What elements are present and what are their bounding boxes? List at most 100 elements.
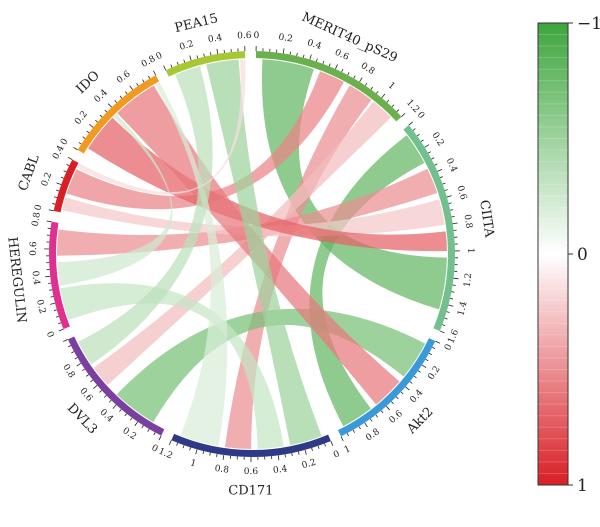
sector-5-tick-8 <box>45 275 51 278</box>
sector-3-tick-0 <box>330 440 334 446</box>
sector-1-tick-1 <box>412 128 416 131</box>
sector-6-tick-label-1: 0.2 <box>40 171 54 188</box>
sector-2-tick-label-1: 0.2 <box>426 364 442 381</box>
sector-0-tick-13 <box>341 69 344 73</box>
sector-4-tick-18 <box>71 351 75 354</box>
sector-1-tick-3 <box>420 139 424 142</box>
sector-2-tick-12 <box>386 405 390 411</box>
sector-0-tick-label-4: 0.8 <box>359 61 377 77</box>
sector-2-tick-label-3: 0.6 <box>388 409 406 426</box>
sector-5-tick-2 <box>55 315 59 318</box>
sector-label-4: DVL3 <box>64 401 100 438</box>
colorbar-rect <box>537 22 569 486</box>
sector-1-tick-29 <box>446 311 450 313</box>
sector-8-tick-label-0: 0 <box>155 51 165 63</box>
sector-0-tick-20 <box>381 93 386 99</box>
sector-7-tick-6 <box>99 114 103 118</box>
sector-7-tick-label-0: 0 <box>59 137 71 147</box>
chord-link-6 <box>62 197 445 237</box>
sector-8-tick-3 <box>183 59 186 63</box>
sector-3-tick-20 <box>195 449 198 455</box>
sector-8-tick-1 <box>170 64 173 68</box>
sector-4-tick-1 <box>153 432 156 436</box>
sector-5-tick-label-0: 0 <box>44 330 56 339</box>
sector-6-tick-6 <box>63 170 67 173</box>
sector-7-tick-11 <box>125 91 128 95</box>
sector-1-tick-4 <box>424 144 430 148</box>
sector-6-tick-4 <box>56 182 62 185</box>
sector-1-tick-8 <box>437 169 443 172</box>
sector-2-tick-6 <box>413 375 417 379</box>
sector-0-tick-label-3: 0.6 <box>333 48 350 63</box>
sector-0-tick-label-2: 0.4 <box>306 38 323 52</box>
sector-0-tick-22 <box>391 104 395 108</box>
sector-4-tick-10 <box>103 395 107 398</box>
sector-1-tick-label-0: 0 <box>415 110 427 121</box>
sector-1-tick-27 <box>449 298 454 300</box>
sector-7-tick-label-1: 0.2 <box>73 109 90 126</box>
sector-4-tick-label-2: 0.4 <box>97 408 115 425</box>
chord-link-11 <box>60 283 284 449</box>
sector-7-tick-label-3: 0.6 <box>115 69 133 86</box>
sector-8-tick-label-1: 0.2 <box>178 39 195 53</box>
sector-4-tick-label-1: 0.2 <box>120 426 137 442</box>
sector-6-tick-0 <box>48 209 54 212</box>
sector-3-tick-label-5: 1 <box>189 458 197 469</box>
sector-0-tick-label-0: 0 <box>253 31 259 41</box>
sector-3-tick-24 <box>168 440 172 446</box>
sector-1-tick-32 <box>439 330 445 334</box>
sector-2-tick-label-4: 0.8 <box>364 427 382 443</box>
sector-2-tick-19 <box>346 433 349 437</box>
sector-1-tick-label-2: 0.4 <box>444 157 459 174</box>
sector-5-tick-6 <box>49 289 53 291</box>
sector-8-tick-4 <box>189 55 192 61</box>
sector-2-tick-label-0: 0 <box>443 343 455 353</box>
sector-5-tick-4 <box>50 302 56 305</box>
sector-2-tick-13 <box>380 410 384 414</box>
sector-6-tick-5 <box>60 176 64 179</box>
sector-5-tick-0 <box>58 328 64 332</box>
chord-link-0 <box>261 59 447 310</box>
sector-8-tick-6 <box>203 53 205 57</box>
sector-3-tick-19 <box>202 451 205 455</box>
sector-2-tick-15 <box>370 418 373 422</box>
sector-6-tick-8 <box>67 156 73 160</box>
sector-7-tick-12 <box>129 85 133 91</box>
sector-6-tick-1 <box>52 203 56 205</box>
sector-3-tick-6 <box>291 452 293 457</box>
sector-2-tick-9 <box>400 391 404 395</box>
sector-2-tick-10 <box>395 396 399 400</box>
sector-5-tick-16 <box>46 220 52 223</box>
sector-3-tick-17 <box>216 453 218 457</box>
sector-0-tick-label-1: 0.2 <box>278 33 294 45</box>
sector-3-tick-18 <box>209 452 211 456</box>
sector-4-tick-13 <box>90 379 94 383</box>
sector-1-tick-26 <box>451 291 455 293</box>
sector-0-tick-label-5: 1 <box>386 81 397 92</box>
sector-1-tick-11 <box>444 189 448 191</box>
sector-4-tick-16 <box>76 362 82 367</box>
sector-arc-3 <box>171 433 331 458</box>
sector-1-tick-2 <box>416 133 420 137</box>
sector-4-tick-6 <box>124 413 127 417</box>
sector-0-tick-16 <box>359 77 363 83</box>
sector-arc-7 <box>77 75 160 154</box>
sector-label-2: Akt2 <box>404 405 437 438</box>
chord-link-7 <box>88 117 447 252</box>
sector-5-tick-1 <box>58 322 62 325</box>
chord-link-13 <box>77 66 213 365</box>
sector-1-tick-13 <box>448 202 452 205</box>
sector-4-tick-11 <box>99 390 102 393</box>
sector-3-tick-label-4: 0.8 <box>214 464 230 476</box>
sector-0-tick-5 <box>289 51 291 55</box>
sector-0-tick-7 <box>302 54 305 58</box>
sector-2-tick-2 <box>428 352 432 356</box>
sector-2-tick-18 <box>352 429 355 433</box>
sector-arc-2 <box>337 338 436 437</box>
sector-label-5: HEREGULIN <box>4 236 28 324</box>
sector-7-tick-3 <box>86 130 90 134</box>
sector-2-tick-17 <box>358 426 361 430</box>
sector-4-tick-17 <box>74 357 78 360</box>
sector-4-tick-7 <box>119 409 122 412</box>
